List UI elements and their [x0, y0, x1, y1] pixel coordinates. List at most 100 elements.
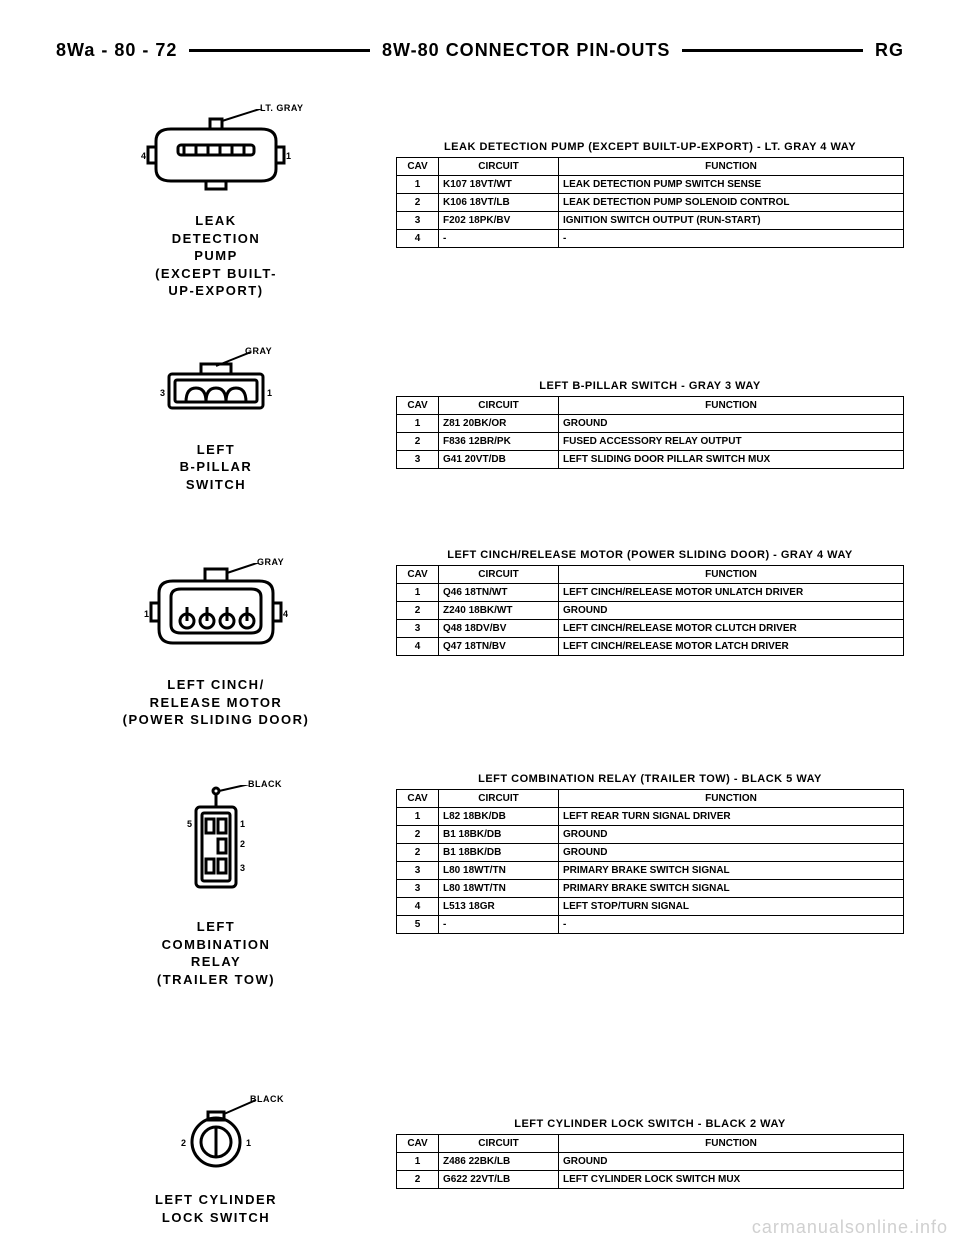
svg-text:1: 1	[267, 388, 272, 398]
table-row: 2B1 18BK/DBGROUND	[397, 826, 904, 844]
table-row: 4L513 18GRLEFT STOP/TURN SIGNAL	[397, 898, 904, 916]
table-title: LEAK DETECTION PUMP (EXCEPT BUILT-UP-EXP…	[396, 141, 904, 153]
svg-text:2: 2	[240, 839, 245, 849]
label-line: (TRAILER TOW)	[157, 972, 275, 987]
left-combination-relay-icon: 5 1 2 3	[146, 785, 286, 905]
table-row: 3G41 20VT/DBLEFT SLIDING DOOR PILLAR SWI…	[397, 450, 904, 468]
table-title: LEFT B-PILLAR SWITCH - GRAY 3 WAY	[396, 380, 904, 392]
label-line: RELEASE MOTOR	[150, 695, 283, 710]
label-line: LEFT	[197, 442, 236, 457]
col-cav: CAV	[397, 158, 439, 176]
svg-text:4: 4	[141, 151, 146, 161]
connector-left-combination-relay: 5 1 2 3 BLACK LEFT COMBINATION RELAY (TR…	[56, 729, 376, 988]
table-row: 5--	[397, 916, 904, 934]
connector-svg-wrap: 1 4 GRAY	[131, 563, 301, 668]
table-row: 3Q48 18DV/BVLEFT CINCH/RELEASE MOTOR CLU…	[397, 620, 904, 638]
table-title: LEFT CYLINDER LOCK SWITCH - BLACK 2 WAY	[396, 1118, 904, 1130]
table-header-row: CAVCIRCUITFUNCTION	[397, 790, 904, 808]
table-left-combination-relay: LEFT COMBINATION RELAY (TRAILER TOW) - B…	[396, 729, 904, 988]
header-left: 8Wa - 80 - 72	[56, 40, 177, 61]
label-line: COMBINATION	[162, 937, 271, 952]
connector-left-cinch-release-motor: 1 4 GRAY LEFT CINCH/ RELEASE MOTOR (POWE…	[56, 493, 376, 729]
pin-table: CAVCIRCUITFUNCTION 1Q46 18TN/WTLEFT CINC…	[396, 565, 904, 656]
label-line: PUMP	[194, 248, 238, 263]
leak-detection-pump-icon: 4 1	[126, 109, 306, 199]
table-row: 1Z486 22BK/LBGROUND	[397, 1153, 904, 1171]
table-header-row: CAVCIRCUITFUNCTION	[397, 396, 904, 414]
table-row: 1L82 18BK/DBLEFT REAR TURN SIGNAL DRIVER	[397, 808, 904, 826]
connector-svg-wrap: 5 1 2 3 BLACK	[146, 785, 286, 910]
connector-svg-wrap: 2 1 BLACK	[146, 1098, 286, 1183]
label-line: SWITCH	[186, 477, 246, 492]
table-row: 1K107 18VT/WTLEAK DETECTION PUMP SWITCH …	[397, 176, 904, 194]
table-row: 4Q47 18TN/BVLEFT CINCH/RELEASE MOTOR LAT…	[397, 638, 904, 656]
header-right: RG	[875, 40, 904, 61]
table-row: 3F202 18PK/BVIGNITION SWITCH OUTPUT (RUN…	[397, 212, 904, 230]
col-function: FUNCTION	[559, 158, 904, 176]
pin-table: CAV CIRCUIT FUNCTION 1K107 18VT/WTLEAK D…	[396, 157, 904, 248]
label-line: LEAK	[195, 213, 236, 228]
col-circuit: CIRCUIT	[439, 158, 559, 176]
connector-left-cylinder-lock-switch: 2 1 BLACK LEFT CYLINDER LOCK SWITCH	[56, 988, 376, 1226]
label-line: B-PILLAR	[180, 459, 253, 474]
label-line: DETECTION	[172, 231, 261, 246]
pin-table: CAVCIRCUITFUNCTION 1Z81 20BK/ORGROUND 2F…	[396, 396, 904, 469]
color-label: BLACK	[248, 779, 282, 789]
pin-table: CAVCIRCUITFUNCTION 1L82 18BK/DBLEFT REAR…	[396, 789, 904, 934]
svg-text:4: 4	[283, 609, 288, 619]
label-line: LEFT	[197, 919, 236, 934]
watermark: carmanualsonline.info	[752, 1217, 948, 1238]
label-line: RELAY	[191, 954, 241, 969]
table-left-cinch-release-motor: LEFT CINCH/RELEASE MOTOR (POWER SLIDING …	[396, 493, 904, 729]
color-label: GRAY	[245, 346, 272, 356]
table-row: 3L80 18WT/TNPRIMARY BRAKE SWITCH SIGNAL	[397, 862, 904, 880]
table-left-b-pillar-switch: LEFT B-PILLAR SWITCH - GRAY 3 WAY CAVCIR…	[396, 300, 904, 494]
table-header-row: CAVCIRCUITFUNCTION	[397, 566, 904, 584]
label-line: (POWER SLIDING DOOR)	[123, 712, 310, 727]
color-label: BLACK	[250, 1094, 284, 1104]
label-line: LEFT CINCH/	[167, 677, 264, 692]
page-grid: 4 1 LT. GRAY LEAK DETECTION PUMP (EXCEPT…	[0, 69, 960, 1226]
svg-text:1: 1	[286, 151, 291, 161]
left-cylinder-lock-switch-icon: 2 1	[146, 1098, 286, 1178]
table-row: 2Z240 18BK/WTGROUND	[397, 602, 904, 620]
connector-label: LEFT COMBINATION RELAY (TRAILER TOW)	[157, 918, 275, 988]
left-b-pillar-switch-icon: 3 1	[141, 352, 291, 428]
svg-text:2: 2	[181, 1138, 186, 1148]
connector-svg-wrap: 3 1 GRAY	[141, 352, 291, 433]
table-title: LEFT COMBINATION RELAY (TRAILER TOW) - B…	[396, 773, 904, 785]
svg-text:3: 3	[240, 863, 245, 873]
header-center: 8W-80 CONNECTOR PIN-OUTS	[382, 40, 670, 61]
connector-leak-detection-pump: 4 1 LT. GRAY LEAK DETECTION PUMP (EXCEPT…	[56, 99, 376, 300]
color-label: LT. GRAY	[260, 103, 304, 113]
table-row: 3L80 18WT/TNPRIMARY BRAKE SWITCH SIGNAL	[397, 880, 904, 898]
table-row: 4--	[397, 230, 904, 248]
table-row: 2F836 12BR/PKFUSED ACCESSORY RELAY OUTPU…	[397, 432, 904, 450]
connector-label: LEFT B-PILLAR SWITCH	[180, 441, 253, 494]
table-header-row: CAVCIRCUITFUNCTION	[397, 1135, 904, 1153]
table-leak-detection-pump: LEAK DETECTION PUMP (EXCEPT BUILT-UP-EXP…	[396, 99, 904, 300]
label-line: LEFT CYLINDER	[155, 1192, 277, 1207]
svg-text:1: 1	[144, 609, 149, 619]
table-row: 2G622 22VT/LBLEFT CYLINDER LOCK SWITCH M…	[397, 1171, 904, 1189]
header-rule-left	[189, 49, 370, 52]
svg-text:1: 1	[246, 1138, 251, 1148]
header-rule-right	[682, 49, 863, 52]
svg-text:3: 3	[160, 388, 165, 398]
table-row: 1Z81 20BK/ORGROUND	[397, 414, 904, 432]
table-row: 2B1 18BK/DBGROUND	[397, 844, 904, 862]
connector-left-b-pillar-switch: 3 1 GRAY LEFT B-PILLAR SWITCH	[56, 300, 376, 494]
connector-label: LEAK DETECTION PUMP (EXCEPT BUILT- UP-EX…	[155, 212, 277, 300]
page-header: 8Wa - 80 - 72 8W-80 CONNECTOR PIN-OUTS R…	[0, 0, 960, 69]
table-left-cylinder-lock-switch: LEFT CYLINDER LOCK SWITCH - BLACK 2 WAY …	[396, 988, 904, 1226]
left-cinch-release-motor-icon: 1 4	[131, 563, 301, 663]
svg-text:1: 1	[240, 819, 245, 829]
pin-table: CAVCIRCUITFUNCTION 1Z486 22BK/LBGROUND 2…	[396, 1134, 904, 1189]
label-line: UP-EXPORT)	[168, 283, 263, 298]
connector-svg-wrap: 4 1 LT. GRAY	[126, 109, 306, 204]
color-label: GRAY	[257, 557, 284, 567]
table-row: 2K106 18VT/LBLEAK DETECTION PUMP SOLENOI…	[397, 194, 904, 212]
table-row: 1Q46 18TN/WTLEFT CINCH/RELEASE MOTOR UNL…	[397, 584, 904, 602]
label-line: (EXCEPT BUILT-	[155, 266, 277, 281]
connector-label: LEFT CINCH/ RELEASE MOTOR (POWER SLIDING…	[123, 676, 310, 729]
